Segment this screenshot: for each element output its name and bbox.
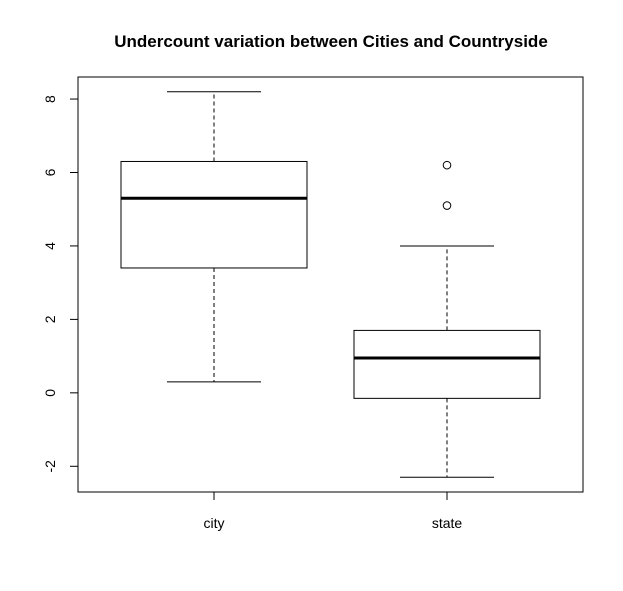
box-group-state — [353, 160, 541, 478]
y-tick-label: 4 — [42, 242, 58, 250]
outlier-point — [442, 201, 452, 210]
y-tick-label: 6 — [42, 168, 58, 176]
x-tick-label-city: city — [204, 515, 225, 531]
x-axis: city state — [204, 491, 463, 531]
y-tick-label: 8 — [42, 95, 58, 103]
plot-frame — [77, 76, 584, 493]
outlier-point — [442, 160, 452, 170]
box-group-city — [120, 91, 308, 383]
box-iqr — [353, 329, 541, 399]
box-iqr — [120, 160, 308, 269]
chart-title: Undercount variation between Cities and … — [114, 32, 548, 51]
y-tick-label: -2 — [42, 460, 58, 473]
y-axis: -2 0 2 4 6 8 — [42, 95, 79, 473]
y-tick-label: 0 — [42, 389, 58, 397]
y-tick-label: 2 — [42, 315, 58, 323]
boxes — [120, 91, 541, 478]
x-tick-label-state: state — [432, 515, 463, 531]
